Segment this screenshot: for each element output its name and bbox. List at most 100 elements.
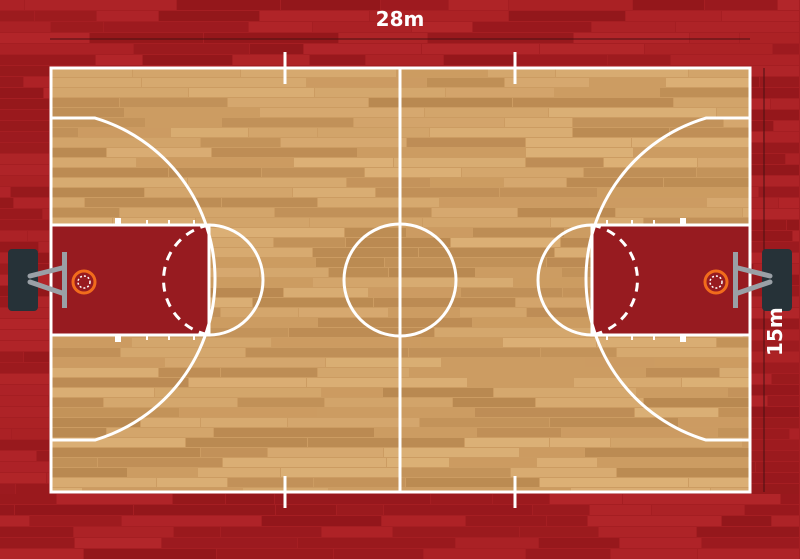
surround-stripe [751,429,789,439]
wood-plank [51,68,132,77]
surround-stripe [0,407,49,417]
right-key-outline [590,223,752,337]
surround-stripe [473,22,591,32]
wood-plank [394,158,525,167]
wood-plank [141,418,200,427]
surround-stripe [0,516,29,526]
surround-stripe [370,11,508,21]
surround-stripe [588,516,721,526]
wood-plank [191,278,312,287]
wood-plank [540,478,688,487]
wood-plank [689,478,750,487]
surround-stripe [384,505,532,515]
surround-stripe [366,55,443,65]
wood-plank [406,478,539,487]
wood-plank [201,138,280,147]
wood-plank [281,138,406,147]
wood-plank [196,218,309,227]
surround-stripe [626,11,721,21]
surround-stripe [0,176,49,186]
surround-stripe [339,33,427,43]
wood-plank [169,168,261,177]
wood-plank [632,138,750,147]
surround-stripe [764,132,799,142]
wood-plank [51,408,179,417]
wood-plank [711,488,750,492]
wood-plank [635,408,718,417]
wood-plank [473,318,595,327]
wood-plank [201,448,267,457]
wood-plank [500,188,597,197]
surround-stripe [751,330,799,340]
wood-plank [555,88,659,97]
wood-plank [85,198,221,207]
wood-plank [634,148,750,157]
surround-stripe [772,516,799,526]
surround-stripe [0,143,49,153]
wood-plank [329,488,484,492]
surround-stripe [786,154,799,164]
wood-plank [383,388,493,397]
surround-stripe [751,319,799,329]
wood-plank [468,378,573,387]
surround-stripe [0,242,38,252]
surround-stripe [0,55,95,65]
wood-plank [228,478,313,487]
surround-stripe [759,187,799,197]
wood-plank [221,368,317,377]
wood-plank [494,388,636,397]
surround-stripe [768,396,799,406]
surround-stripe [0,231,27,241]
wood-plank [573,118,723,127]
wood-plank [698,158,750,167]
wood-plank [385,258,546,267]
wood-plank [666,78,750,87]
surround-stripe [751,99,770,109]
surround-stripe [751,407,799,417]
wood-plank [536,398,643,407]
surround-stripe [509,0,632,10]
wood-plank [724,118,750,127]
surround-stripe [0,418,49,428]
wood-plank [51,198,84,207]
surround-stripe [0,121,49,131]
wood-plank [427,78,504,87]
surround-stripe [393,527,519,537]
wood-plank [514,278,650,287]
wood-plank [562,428,717,437]
surround-stripe [84,549,216,559]
surround-stripe [15,505,133,515]
surround-stripe [260,11,369,21]
wood-plank [719,408,750,417]
wood-plank [743,438,750,447]
surround-stripe [493,494,549,504]
wood-plank [409,348,540,357]
wood-plank [550,418,678,427]
surround-stripe [275,494,430,504]
wood-plank [253,298,373,307]
surround-stripe [97,11,158,21]
surround-stripe [599,527,696,537]
wood-plank [476,268,561,277]
right-hoop-arm [735,265,773,296]
surround-stripe [633,0,704,10]
left-free-throw-circle-dashed [162,223,210,337]
wood-plank [223,458,386,467]
wood-plank [430,128,572,137]
wood-plank [526,138,631,147]
surround-stripe [608,55,670,65]
surround-stripe [30,516,121,526]
surround-stripe [751,418,799,428]
wood-plank [189,88,314,97]
surround-stripe [11,187,49,197]
wood-plank [674,98,750,107]
wood-plank [419,248,554,257]
surround-stripe [772,374,799,384]
wood-plank [513,98,673,107]
wood-plank [717,108,750,117]
wood-plank [159,368,220,377]
surround-stripe [751,484,799,494]
wood-plank [51,418,140,427]
wood-plank [505,78,589,87]
wood-plank [293,188,375,197]
